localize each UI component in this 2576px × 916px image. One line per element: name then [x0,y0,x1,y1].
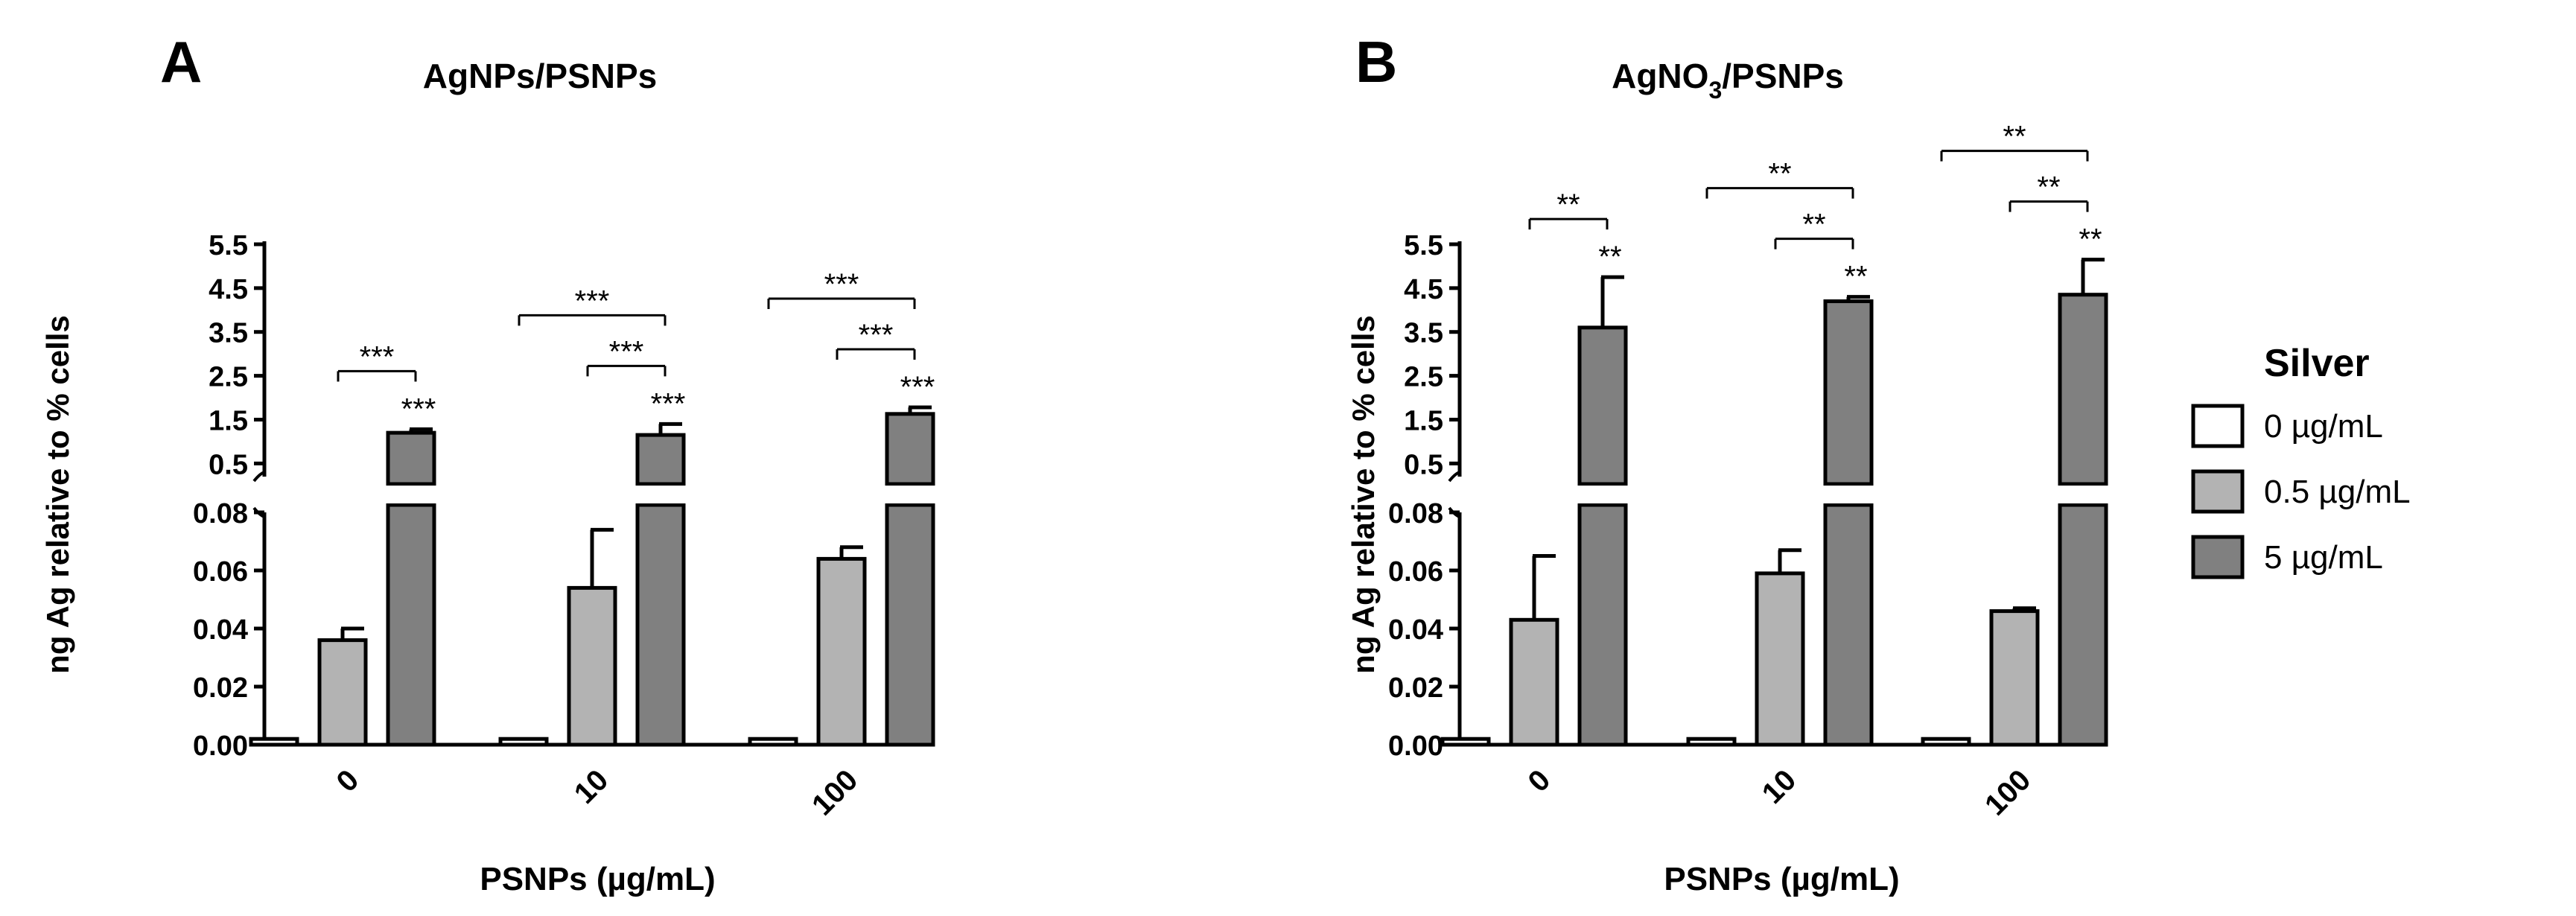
bar [498,737,549,747]
chart-panel-A: A AgNPs/PSNPs ng Ag relative to % cells 0.0… [40,29,936,897]
bracket-label: *** [575,284,610,317]
bracket-label: ** [2037,171,2060,204]
x-axis-label: PSNPs (µg/mL) [480,861,715,897]
significance-stars: *** [900,371,935,404]
y-tick-label: 0.08 [193,498,248,529]
bracket-label: *** [859,319,894,352]
y-tick-label: 4.5 [209,274,248,305]
bracket-label: ** [1556,188,1580,221]
legend-swatch [2191,535,2245,579]
chart-title-suffix: /PSNPs [1722,57,1844,95]
bar [1823,503,1874,747]
bar-break-gap [1577,486,1629,503]
y-tick-label: 5.5 [209,230,248,261]
y-tick-label: 2.5 [209,362,248,393]
bar [1921,737,1971,747]
axis-break-mark [1448,471,1460,483]
y-tick-label: 0.06 [1388,556,1443,588]
y-tick-label: 0.04 [1388,614,1443,646]
x-tick-label: 10 [1756,763,1803,810]
bar [1509,617,1559,747]
significance-stars: *** [651,387,686,420]
y-tick-label: 1.5 [1404,405,1443,436]
bar-break-gap [884,486,936,503]
legend: Silver 0 µg/mL 0.5 µg/mL 5 µg/mL [2191,342,2411,579]
x-tick-label: 100 [1979,763,2037,821]
bracket-label: *** [609,335,644,368]
y-tick-label: 0.08 [1388,498,1443,529]
legend-swatch [2191,404,2245,448]
bracket-label: ** [1768,158,1791,191]
significance-stars: ** [2079,223,2102,256]
y-tick-label: 0.04 [193,614,248,646]
bar [2058,293,2108,486]
bar-break-gap [1822,486,1874,503]
significance-stars: ** [1598,241,1621,273]
bar [885,503,935,747]
chart-title: AgNPs/PSNPs [423,57,657,95]
x-tick-label: 0 [331,763,366,798]
bar [249,737,299,747]
bar-break-gap [385,486,437,503]
bar-break-gap [635,486,687,503]
y-tick-label: 5.5 [1404,230,1443,261]
bar [386,430,436,486]
panel-label: B [1355,29,1397,95]
y-tick-label: 0.02 [193,672,248,704]
y-tick-label: 0.5 [1404,449,1443,480]
bar [635,433,686,486]
x-tick-label: 0 [1522,763,1557,798]
y-tick-label: 0.5 [209,449,248,480]
bar [1989,609,2040,747]
bar [1577,503,1628,747]
chart-title-subscript: 3 [1708,77,1722,104]
bar [1440,737,1491,747]
bar [1755,571,1805,747]
y-tick-label: 0.02 [1388,672,1443,704]
bar-break-gap [2057,486,2109,503]
legend-label: 0 µg/mL [2264,408,2383,445]
y-tick-label: 1.5 [209,405,248,436]
chart-title: AgNO3/PSNPs [1612,57,1844,104]
legend-label: 5 µg/mL [2264,539,2383,576]
legend-swatch [2191,469,2245,514]
y-tick-label: 3.5 [1404,318,1443,349]
bar [317,638,368,747]
y-axis-label: ng Ag relative to % cells [40,315,75,674]
bracket-label: ** [1802,209,1825,241]
axis-break-mark [252,471,265,483]
y-tick-label: 0.00 [1388,731,1443,762]
y-tick-label: 0.06 [193,556,248,588]
bar [1823,299,1874,486]
x-tick-label: 100 [806,763,864,821]
x-axis-label: PSNPs (µg/mL) [1664,861,1899,897]
bar [1577,325,1628,486]
bar [386,503,436,747]
significance-stars: ** [1844,261,1867,293]
y-tick-label: 2.5 [1404,362,1443,393]
y-tick-label: 0.00 [193,731,248,762]
bracket-label: *** [824,268,859,301]
legend-title: Silver [2264,342,2370,385]
x-tick-label: 10 [568,763,615,810]
bar [567,585,617,747]
legend-label: 0.5 µg/mL [2264,474,2411,510]
y-axis-label: ng Ag relative to % cells [1346,315,1381,674]
y-tick-label: 3.5 [209,318,248,349]
bar [885,412,935,486]
bar [816,556,867,747]
bracket-label: *** [360,340,395,373]
bar [1686,737,1737,747]
y-tick-label: 4.5 [1404,274,1443,305]
panel-label: A [160,29,202,95]
bar [2058,503,2108,747]
bar [748,737,798,747]
significance-stars: *** [401,392,436,425]
bar [635,503,686,747]
bracket-label: ** [2003,121,2026,153]
